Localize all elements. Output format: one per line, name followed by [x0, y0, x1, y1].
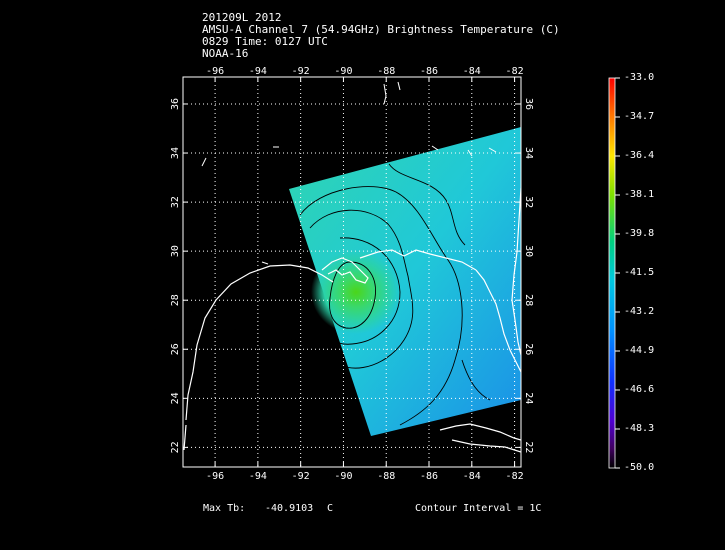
colorbar-label: -44.9	[624, 345, 655, 356]
colorbar-label: -34.7	[624, 111, 655, 122]
lat-label-right: 34	[523, 147, 534, 159]
colorbar-label: -33.0	[624, 72, 655, 83]
graticule	[183, 77, 521, 467]
title-line-1: 201209L 2012	[202, 11, 282, 24]
colorbar-label: -43.2	[624, 306, 655, 317]
title-line-2: AMSU-A Channel 7 (54.94GHz) Brightness T…	[202, 23, 560, 36]
lat-label-left: 26	[170, 343, 181, 355]
lat-label-left: 32	[170, 196, 181, 208]
lon-label-top: -96	[206, 66, 224, 77]
lat-label-right: 26	[523, 343, 534, 355]
lat-label-left: 34	[170, 147, 181, 159]
title-line-4: NOAA-16	[202, 47, 249, 60]
lon-label-bottom: -88	[377, 471, 395, 482]
colorbar-label: -36.4	[624, 150, 655, 161]
lat-label-right: 30	[523, 245, 534, 257]
coastline	[183, 187, 521, 453]
lake-outlines	[201, 81, 497, 265]
axis-ticks	[183, 77, 521, 467]
lat-label-left: 28	[170, 294, 181, 306]
satellite-swath	[289, 127, 521, 436]
temperature-contours	[299, 163, 491, 426]
colorbar-label: -41.5	[624, 267, 655, 278]
colorbar	[608, 77, 616, 469]
map-border	[182, 76, 522, 468]
lat-label-right: 32	[523, 196, 534, 208]
colorbar-label: -50.0	[624, 462, 655, 473]
lat-label-left: 30	[170, 245, 181, 257]
lat-label-right: 24	[523, 392, 534, 404]
colorbar-label: -48.3	[624, 423, 655, 434]
lon-label-top: -92	[292, 66, 310, 77]
lon-label-bottom: -92	[292, 471, 310, 482]
contour-interval: Contour Interval = 1C	[415, 503, 542, 514]
colorbar-label: -38.1	[624, 189, 655, 200]
lat-label-right: 36	[523, 98, 534, 110]
lat-label-right: 22	[523, 441, 534, 453]
lon-label-top: -90	[334, 66, 352, 77]
lon-label-top: -84	[463, 66, 481, 77]
lon-label-top: -86	[420, 66, 438, 77]
lon-label-bottom: -84	[463, 471, 481, 482]
lon-label-bottom: -94	[249, 471, 267, 482]
max-tb-label: Max Tb:	[203, 503, 246, 514]
lon-label-top: -88	[377, 66, 395, 77]
lon-label-bottom: -96	[206, 471, 224, 482]
lat-label-left: 24	[170, 392, 181, 404]
colorbar-label: -46.6	[624, 384, 655, 395]
max-tb-value: -40.9103	[265, 503, 314, 514]
lon-label-top: -94	[249, 66, 267, 77]
lon-label-bottom: -82	[506, 471, 524, 482]
title-line-3: 0829 Time: 0127 UTC	[202, 35, 328, 48]
lon-label-top: -82	[506, 66, 524, 77]
colorbar-label: -39.8	[624, 228, 655, 239]
max-tb-unit: C	[327, 503, 334, 514]
lat-label-left: 36	[170, 98, 181, 110]
lat-label-right: 28	[523, 294, 534, 306]
lon-label-bottom: -86	[420, 471, 438, 482]
lon-label-bottom: -90	[334, 471, 352, 482]
lat-label-left: 22	[170, 441, 181, 453]
